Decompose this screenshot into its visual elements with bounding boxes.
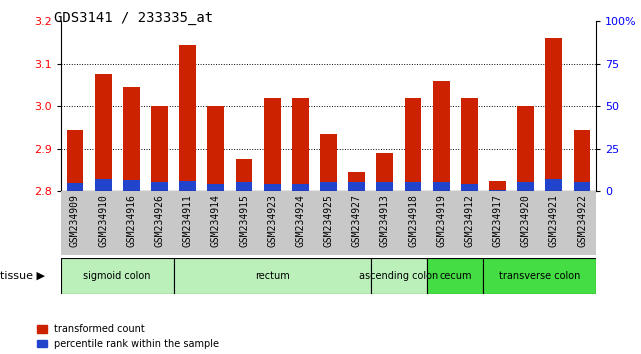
Bar: [376, 153, 394, 191]
Bar: [263, 98, 281, 191]
Bar: [235, 159, 253, 191]
Text: GSM234921: GSM234921: [549, 194, 559, 247]
Bar: [433, 81, 449, 191]
Text: ascending colon: ascending colon: [360, 271, 438, 281]
Text: GSM234920: GSM234920: [520, 194, 531, 247]
Bar: [95, 74, 112, 191]
Bar: [61, 258, 174, 294]
Bar: [348, 172, 365, 191]
Bar: [292, 98, 309, 191]
Text: rectum: rectum: [254, 271, 290, 281]
Bar: [545, 179, 562, 191]
Text: GSM234927: GSM234927: [352, 194, 362, 247]
Text: GSM234918: GSM234918: [408, 194, 418, 247]
Bar: [370, 258, 427, 294]
Bar: [427, 258, 483, 294]
Text: GSM234914: GSM234914: [211, 194, 221, 247]
Bar: [151, 106, 168, 191]
Text: GSM234924: GSM234924: [296, 194, 305, 247]
Bar: [517, 182, 534, 191]
Text: GSM234915: GSM234915: [239, 194, 249, 247]
Text: GSM234913: GSM234913: [380, 194, 390, 247]
Text: sigmoid colon: sigmoid colon: [83, 271, 151, 281]
Bar: [123, 87, 140, 191]
Text: GSM234925: GSM234925: [324, 194, 333, 247]
Bar: [404, 98, 422, 191]
Bar: [235, 182, 253, 191]
Text: GSM234923: GSM234923: [267, 194, 277, 247]
Bar: [67, 183, 83, 191]
Bar: [320, 134, 337, 191]
Bar: [574, 130, 590, 191]
Bar: [461, 184, 478, 191]
Bar: [174, 258, 370, 294]
Bar: [348, 182, 365, 191]
Bar: [545, 38, 562, 191]
Bar: [292, 184, 309, 191]
Bar: [151, 182, 168, 191]
Text: GSM234917: GSM234917: [492, 194, 503, 247]
Text: GSM234919: GSM234919: [436, 194, 446, 247]
Bar: [179, 45, 196, 191]
Bar: [208, 184, 224, 191]
Text: GSM234922: GSM234922: [577, 194, 587, 247]
Text: GSM234912: GSM234912: [464, 194, 474, 247]
Bar: [376, 182, 394, 191]
Bar: [179, 181, 196, 191]
Bar: [123, 179, 140, 191]
Text: GSM234926: GSM234926: [154, 194, 165, 247]
Text: tissue ▶: tissue ▶: [0, 271, 45, 281]
Bar: [489, 190, 506, 191]
Bar: [208, 106, 224, 191]
Bar: [95, 179, 112, 191]
Bar: [67, 130, 83, 191]
Bar: [489, 181, 506, 191]
Text: GSM234909: GSM234909: [70, 194, 80, 247]
Bar: [263, 184, 281, 191]
Bar: [320, 182, 337, 191]
Bar: [574, 182, 590, 191]
Bar: [517, 106, 534, 191]
Bar: [404, 182, 422, 191]
Bar: [483, 258, 596, 294]
Text: GSM234910: GSM234910: [98, 194, 108, 247]
Text: GDS3141 / 233335_at: GDS3141 / 233335_at: [54, 11, 213, 25]
Text: transverse colon: transverse colon: [499, 271, 581, 281]
Text: cecum: cecum: [439, 271, 472, 281]
Text: GSM234916: GSM234916: [126, 194, 137, 247]
Legend: transformed count, percentile rank within the sample: transformed count, percentile rank withi…: [37, 324, 219, 349]
Text: GSM234911: GSM234911: [183, 194, 193, 247]
Bar: [433, 182, 449, 191]
Bar: [461, 98, 478, 191]
